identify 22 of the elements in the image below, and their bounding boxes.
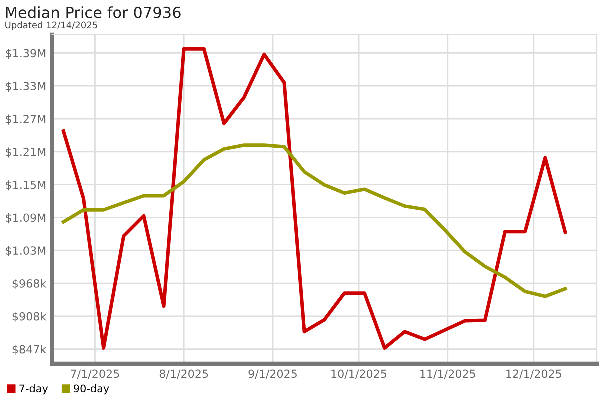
x-tick-label: 7/1/2025 bbox=[71, 370, 120, 380]
y-tick-label: $847k bbox=[12, 345, 47, 356]
line-series bbox=[62, 47, 568, 350]
x-tick-label: 11/1/2025 bbox=[420, 370, 476, 380]
x-tick-label: 12/1/2025 bbox=[506, 370, 562, 380]
y-tick-label: $908k bbox=[12, 312, 47, 322]
x-tick-label: 9/1/2025 bbox=[248, 370, 297, 380]
y-tick-label: $1.09M bbox=[6, 213, 46, 224]
line-series bbox=[62, 144, 568, 298]
y-tick-label: $968k bbox=[12, 279, 47, 290]
y-tick-label: $1.21M bbox=[6, 148, 46, 158]
x-tick-label: 10/1/2025 bbox=[332, 370, 387, 380]
y-tick-label: $1.15M bbox=[6, 180, 46, 191]
y-tick-label: $1.03M bbox=[6, 246, 46, 256]
legend-label: 90-day bbox=[74, 384, 110, 395]
chart-title: Median Price for 07936 bbox=[6, 6, 181, 18]
y-tick-label: $1.39M bbox=[6, 48, 46, 60]
y-tick-label: $1.27M bbox=[6, 114, 46, 125]
legend-label: 7-day bbox=[20, 384, 48, 395]
y-tick-label: $1.33M bbox=[6, 82, 46, 92]
chart-subtitle: Updated 12/14/2025 bbox=[6, 22, 98, 30]
x-tick-label: 8/1/2025 bbox=[160, 370, 208, 380]
